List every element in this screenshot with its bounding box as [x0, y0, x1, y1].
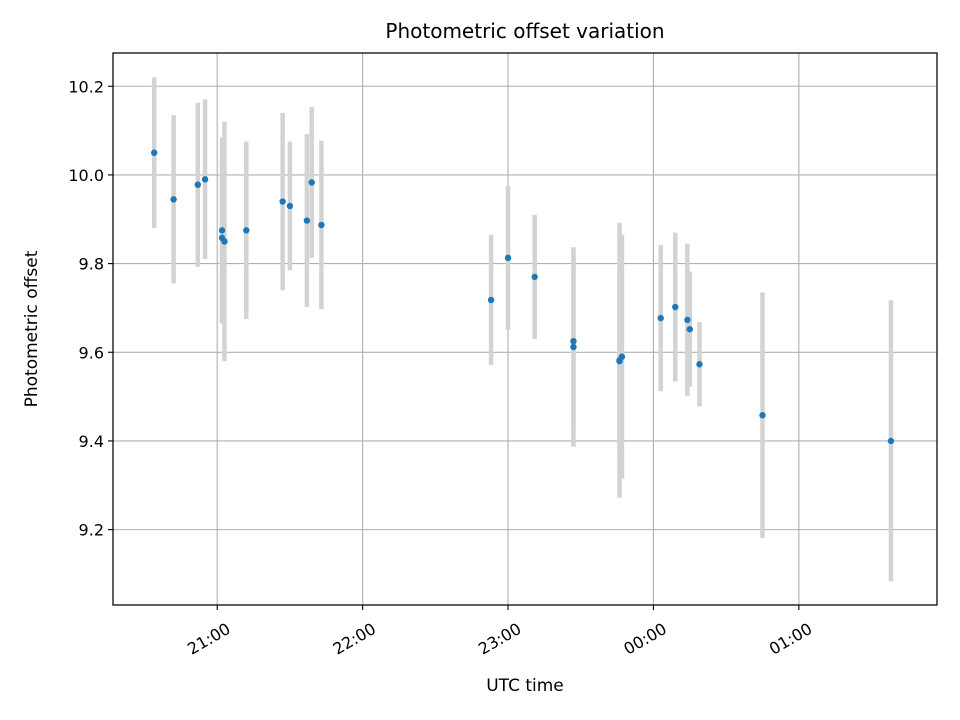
data-point	[221, 238, 228, 245]
data-point	[504, 254, 512, 262]
grid-layer	[113, 53, 937, 605]
y-tick-label: 9.8	[79, 255, 104, 274]
data-point	[570, 343, 577, 351]
data-point	[487, 296, 495, 304]
data-point	[759, 412, 766, 419]
point-layer	[151, 149, 895, 445]
data-point	[657, 314, 664, 322]
data-point	[696, 361, 703, 368]
y-axis-title: Photometric offset	[22, 250, 42, 407]
data-point	[243, 227, 250, 234]
x-axis-title: UTC time	[486, 676, 564, 696]
data-point	[170, 196, 177, 203]
plot-frame	[112, 52, 938, 606]
data-point	[303, 217, 311, 224]
data-point	[318, 221, 325, 229]
data-point	[201, 176, 209, 183]
y-tick-label: 9.4	[79, 432, 104, 451]
data-point	[218, 227, 226, 234]
data-point	[686, 326, 693, 333]
data-point	[672, 303, 679, 311]
data-point	[151, 149, 158, 156]
y-tick-label: 10.0	[68, 166, 104, 185]
chart-title: Photometric offset variation	[385, 19, 664, 43]
data-point	[531, 273, 538, 281]
data-point	[194, 181, 202, 188]
data-point	[887, 437, 895, 445]
y-tick-label: 9.2	[79, 521, 104, 540]
y-tick-label: 9.6	[79, 343, 104, 362]
data-point	[308, 179, 315, 186]
y-tick-label: 10.2	[68, 77, 104, 96]
data-point	[618, 353, 626, 360]
data-point	[684, 316, 691, 324]
data-point	[570, 337, 577, 345]
data-point	[286, 202, 294, 210]
data-point	[279, 198, 286, 205]
